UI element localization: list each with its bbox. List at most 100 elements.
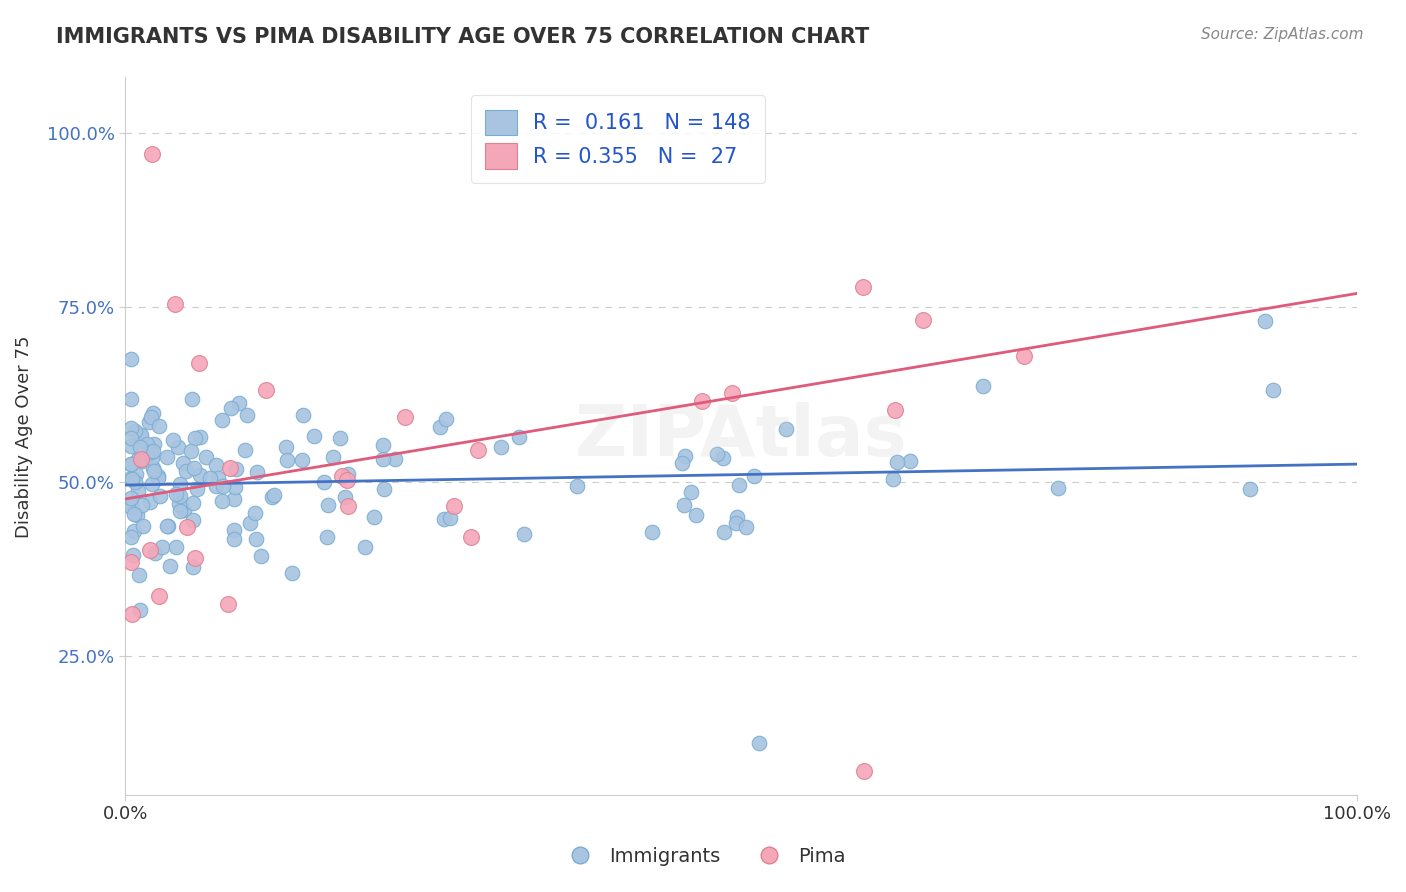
Point (131, 498, 153, 512)
Point (142, 406, 165, 420)
Legend: Immigrants, Pima: Immigrants, Pima (553, 838, 853, 873)
Point (173, 503, 195, 517)
Point (165, 487, 187, 501)
Point (155, 518, 177, 533)
Point (236, 408, 259, 422)
Point (706, 447, 728, 461)
Point (233, 443, 256, 458)
Point (121, 607, 143, 621)
Point (121, 471, 143, 485)
Text: ZIPAtlas: ZIPAtlas (575, 401, 907, 471)
Point (724, 516, 747, 530)
Point (882, 472, 904, 486)
Point (180, 444, 202, 458)
Point (775, 422, 797, 436)
Point (181, 559, 204, 574)
Point (671, 457, 693, 471)
Point (853, 764, 876, 778)
Point (852, 279, 875, 293)
Point (142, 443, 165, 458)
Point (139, 543, 162, 558)
Point (211, 413, 233, 427)
Point (162, 433, 184, 447)
Point (727, 478, 749, 492)
Point (330, 469, 353, 483)
Point (329, 431, 352, 445)
Point (384, 452, 406, 467)
Point (211, 479, 233, 493)
Point (316, 498, 339, 512)
Point (165, 541, 187, 555)
Point (439, 511, 461, 525)
Point (433, 512, 456, 526)
Text: IMMIGRANTS VS PIMA DISABILITY AGE OVER 75 CORRELATION CHART: IMMIGRANTS VS PIMA DISABILITY AGE OVER 7… (56, 27, 869, 46)
Point (121, 500, 143, 515)
Point (228, 396, 250, 410)
Legend: R =  0.161   N = 148, R = 0.355   N =  27: R = 0.161 N = 148, R = 0.355 N = 27 (471, 95, 765, 184)
Point (142, 461, 165, 475)
Point (121, 457, 143, 471)
Point (673, 498, 696, 512)
Point (143, 546, 166, 560)
Point (1261, 384, 1284, 398)
Point (217, 597, 239, 611)
Point (713, 525, 735, 540)
Point (316, 530, 339, 544)
Point (129, 452, 152, 467)
Point (124, 508, 146, 522)
Point (1046, 481, 1069, 495)
Point (129, 428, 152, 442)
Point (169, 504, 191, 518)
Point (280, 566, 302, 580)
Point (125, 467, 148, 481)
Point (276, 440, 298, 454)
Point (276, 452, 298, 467)
Point (337, 499, 360, 513)
Point (139, 445, 162, 459)
Point (143, 437, 166, 451)
Point (136, 437, 159, 451)
Point (263, 488, 285, 502)
Point (121, 530, 143, 544)
Point (336, 473, 359, 487)
Point (181, 496, 204, 510)
Point (246, 465, 269, 479)
Point (224, 480, 246, 494)
Point (207, 470, 229, 484)
Point (491, 440, 513, 454)
Point (911, 312, 934, 326)
Point (291, 452, 314, 467)
Point (131, 454, 153, 468)
Point (183, 461, 205, 475)
Point (690, 394, 713, 409)
Point (200, 471, 222, 485)
Point (122, 524, 145, 538)
Point (460, 530, 482, 544)
Point (148, 418, 170, 433)
Point (138, 415, 160, 429)
Point (508, 430, 530, 444)
Point (127, 452, 149, 467)
Point (224, 492, 246, 507)
Point (641, 524, 664, 539)
Point (742, 468, 765, 483)
Point (188, 430, 211, 444)
Point (312, 475, 335, 490)
Point (513, 527, 536, 541)
Point (148, 589, 170, 603)
Point (186, 483, 208, 497)
Point (121, 439, 143, 453)
Point (373, 482, 395, 496)
Point (188, 467, 211, 482)
Point (205, 479, 228, 493)
Point (302, 429, 325, 443)
Point (225, 461, 247, 475)
Point (180, 392, 202, 406)
Point (194, 450, 217, 464)
Point (1239, 482, 1261, 496)
Point (184, 551, 207, 566)
Point (121, 392, 143, 407)
Point (146, 470, 169, 484)
Point (291, 408, 314, 422)
Point (132, 518, 155, 533)
